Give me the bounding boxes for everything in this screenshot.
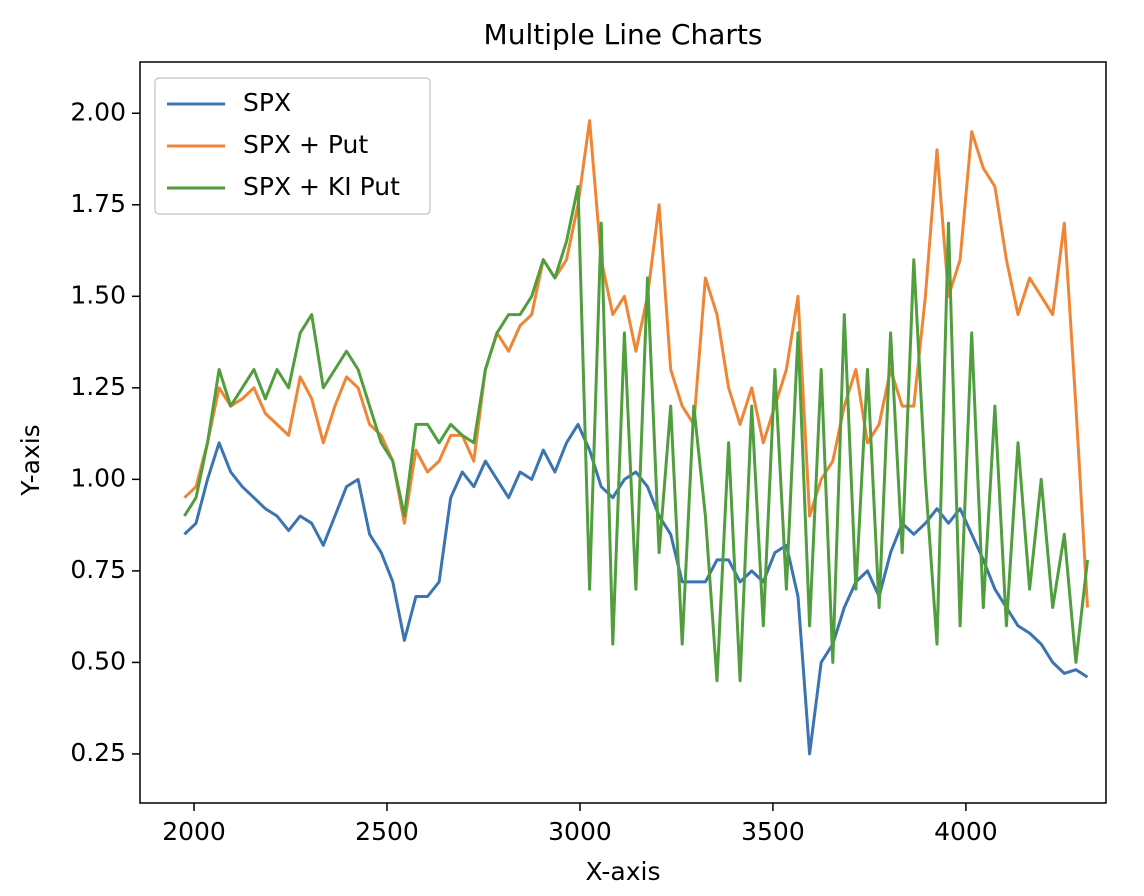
- y-tick-label: 1.50: [70, 280, 126, 309]
- y-tick-label: 1.25: [70, 372, 126, 401]
- x-tick-label: 2500: [355, 817, 419, 846]
- y-tick-label: 2.00: [70, 97, 126, 126]
- line-series: [183, 119, 1089, 608]
- y-tick-label: 0.25: [70, 738, 126, 767]
- line-series: [183, 185, 1089, 683]
- y-axis-label: Y-axis: [16, 424, 45, 496]
- y-tick-label: 1.00: [70, 463, 126, 492]
- x-tick-label: 3500: [741, 817, 805, 846]
- plot-frame: [139, 61, 1107, 804]
- legend-label: SPX + KI Put: [243, 172, 400, 201]
- x-axis-label: X-axis: [586, 857, 661, 886]
- legend-label: SPX: [243, 88, 291, 117]
- x-tick-label: 2000: [162, 817, 226, 846]
- x-tick-label: 3000: [548, 817, 612, 846]
- y-tick-label: 0.75: [70, 555, 126, 584]
- legend-label: SPX + Put: [243, 130, 368, 159]
- x-tick-label: 4000: [934, 817, 998, 846]
- chart-title: Multiple Line Charts: [484, 18, 763, 51]
- y-tick-label: 0.50: [70, 646, 126, 675]
- line-series: [183, 422, 1089, 756]
- legend-box: [154, 77, 431, 215]
- y-tick-label: 1.75: [70, 189, 126, 218]
